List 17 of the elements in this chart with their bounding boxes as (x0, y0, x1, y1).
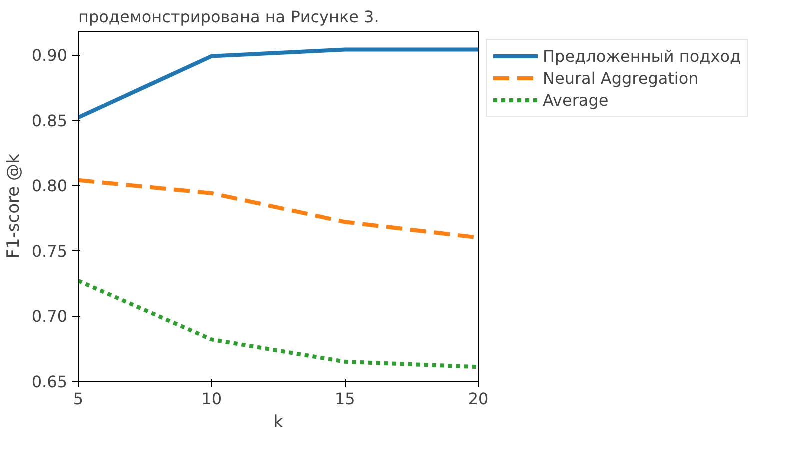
line-series (78, 278, 478, 370)
y-tick-label: 0.85 (32, 111, 68, 130)
y-tick-label: 0.90 (32, 46, 68, 66)
legend-label: Предложенный подход (543, 46, 742, 66)
text: продемонстрирована на Рисунке 3. (78, 8, 380, 26)
y-tick-label: 0.70 (32, 307, 68, 326)
y-axis-title: F1-score @k (4, 154, 24, 259)
legend-label: Average (543, 90, 609, 110)
y-tick-label: 0.80 (32, 176, 68, 196)
y-tick-label: 0.65 (32, 372, 68, 392)
y-tick-label: 0.75 (32, 242, 68, 261)
x-tick-label: 10 (202, 390, 222, 408)
legend-label: Neural Aggregation (543, 68, 699, 88)
x-axis-title: k (274, 412, 284, 432)
x-tick-label: 15 (334, 390, 356, 408)
x-tick-label: 20 (468, 390, 489, 408)
x-tick-label: 5 (73, 390, 84, 408)
